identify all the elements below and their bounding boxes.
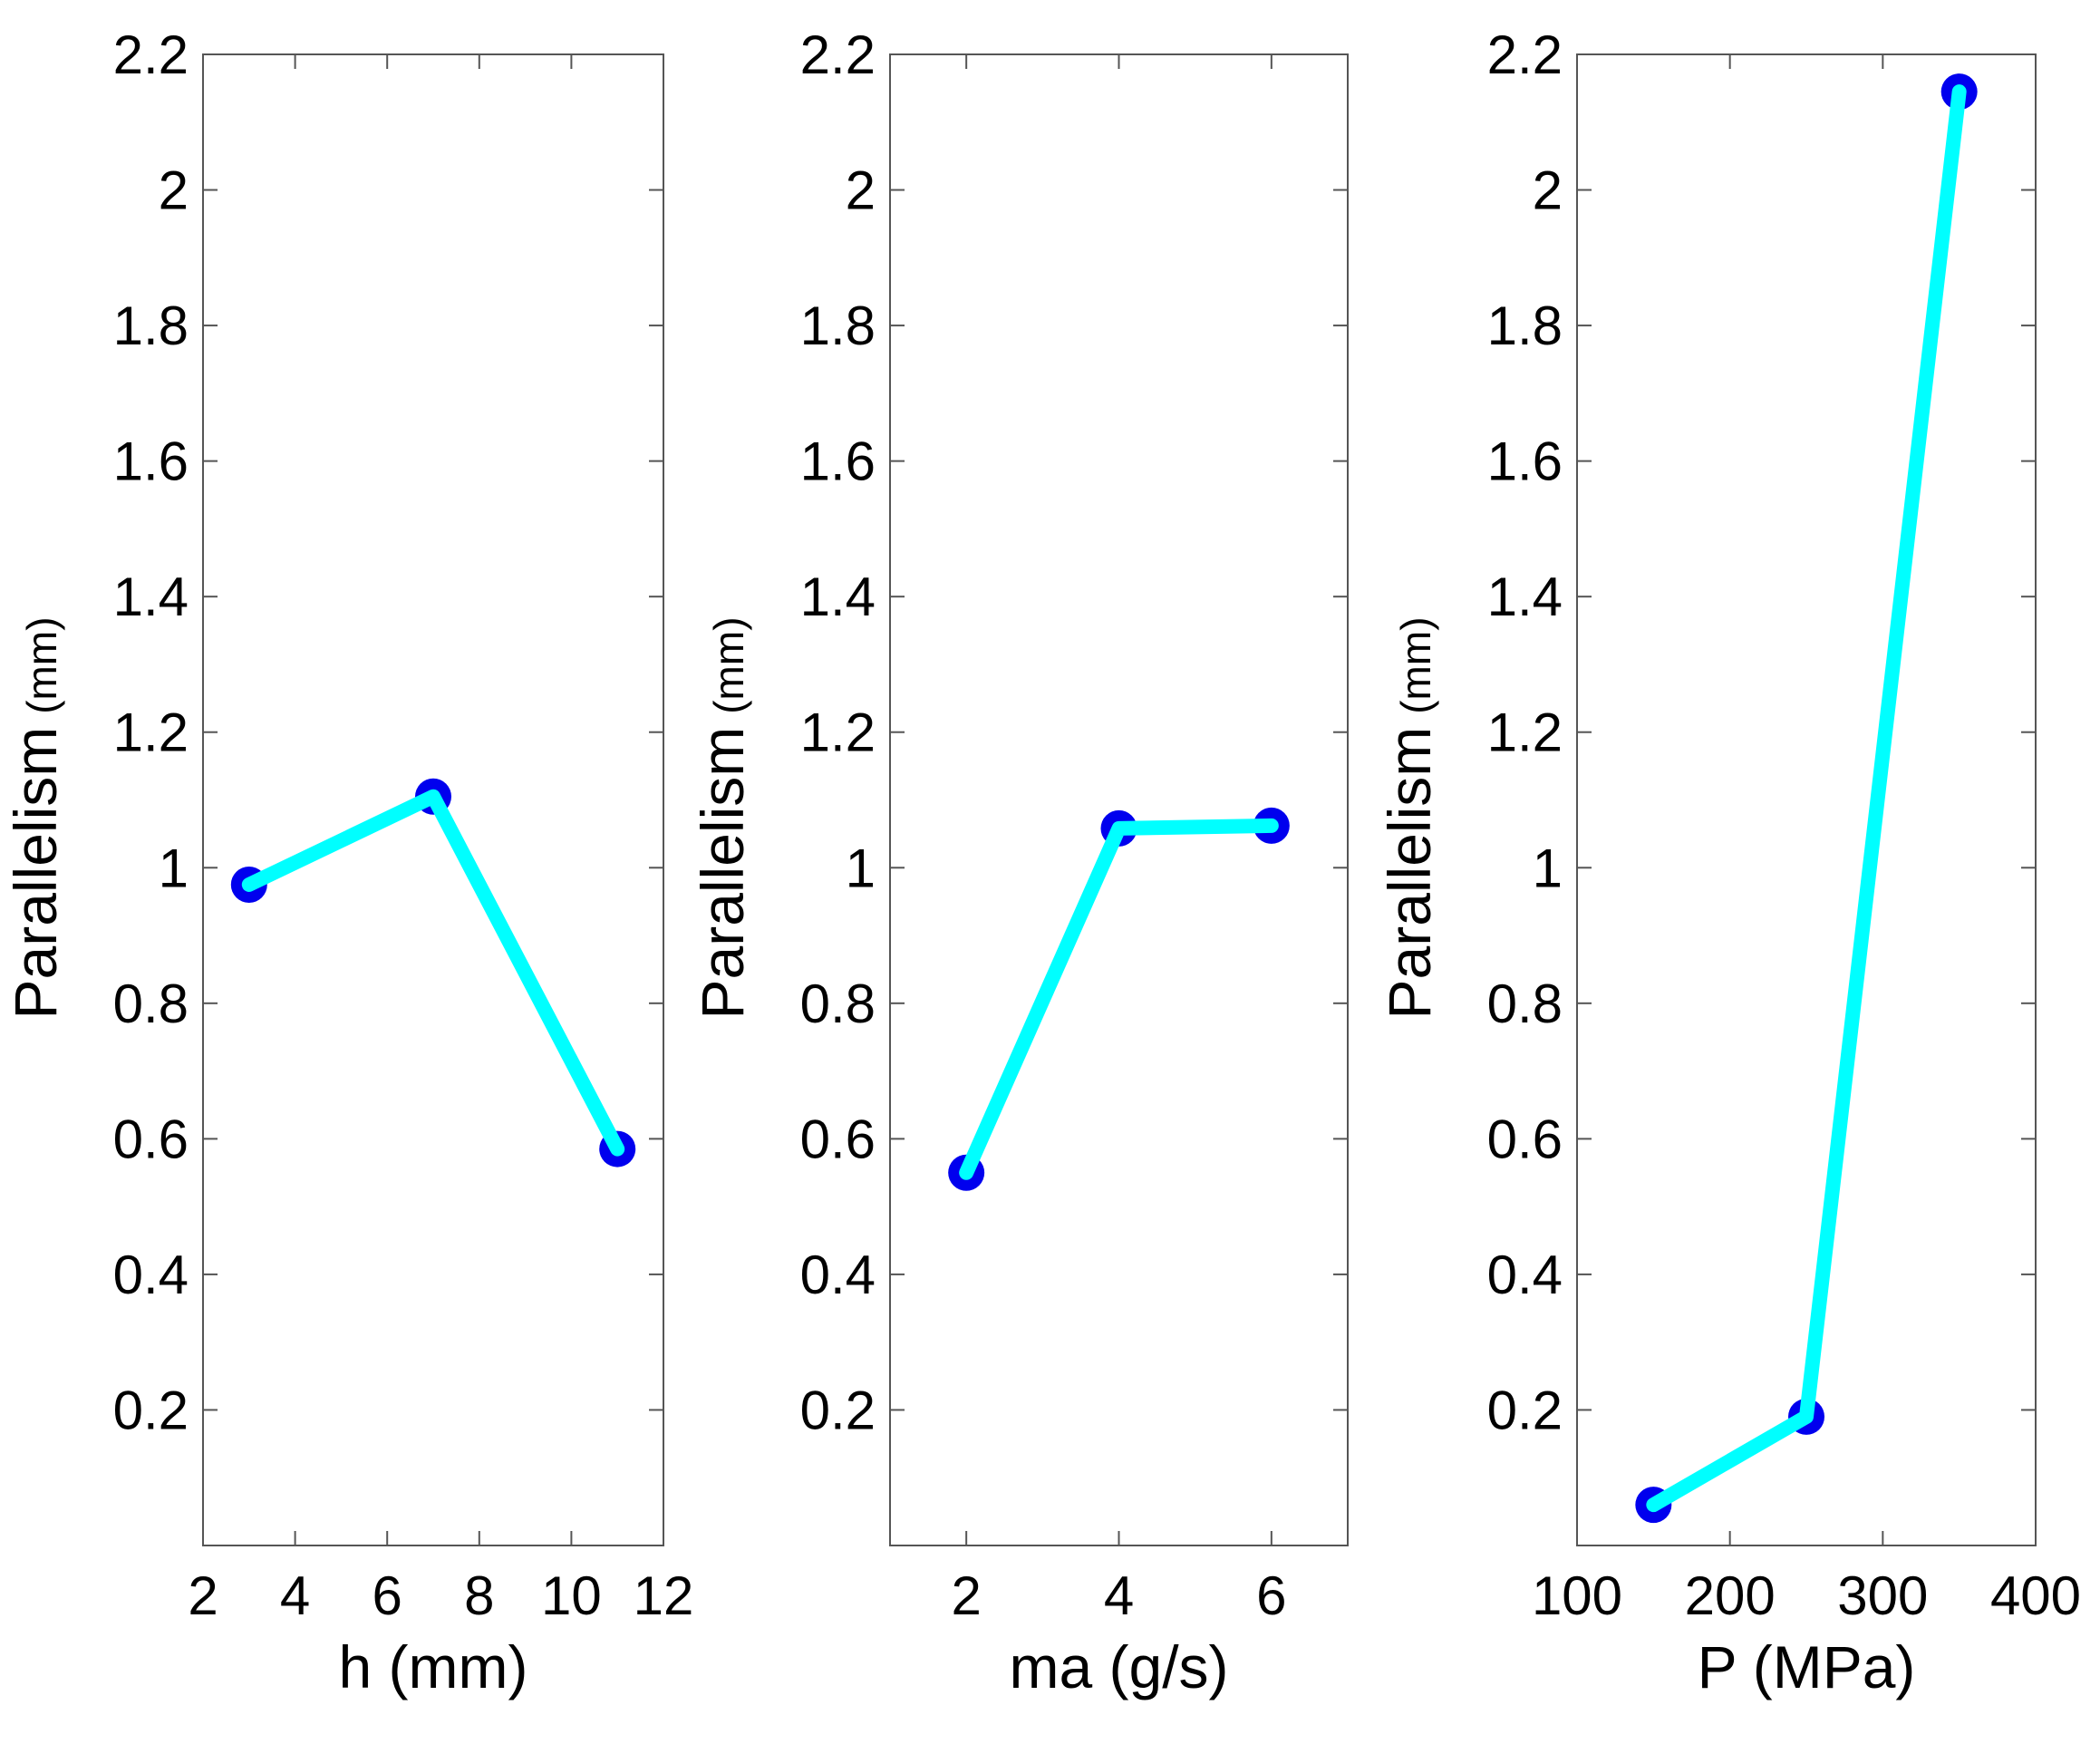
chart-panel-2: 0.2 0.4 0.6 0.8 1 1.2 1.4 1.6 1.8 2 2.2 2 4 6 ma (g/s)… <box>689 24 1349 1700</box>
y-tick-label: 2.2 <box>113 24 189 85</box>
y-tick-label: 0.4 <box>1487 1245 1563 1305</box>
y-tick-label: 0.2 <box>800 1380 876 1440</box>
y-tick-label: 1.8 <box>113 296 189 356</box>
y-tick-label: 0.8 <box>113 974 189 1034</box>
y-tick-label: 1.4 <box>1487 567 1563 627</box>
y-axis-label: Parallelism (mm) <box>689 616 756 1019</box>
x-tick-label: 4 <box>280 1565 310 1626</box>
y-tick-label: 1.8 <box>800 296 876 356</box>
plot-frame <box>1576 53 2037 1546</box>
y-axis-label-text: Parallelism <box>2 727 69 1020</box>
y-tick-label: 0.2 <box>1487 1380 1563 1440</box>
chart-panel-1: 0.2 0.4 0.6 0.8 1 1.2 1.4 1.6 1.8 2 2.2 2 4 6 8 10 12 h (… <box>2 24 693 1700</box>
x-tick-label: 2 <box>951 1565 981 1626</box>
x-tick-label: 12 <box>634 1565 694 1626</box>
y-tick-label: 2.2 <box>1487 24 1563 85</box>
y-axis-label-unit: (mm) <box>18 616 65 713</box>
y-tick-label: 1.4 <box>800 567 876 627</box>
y-tick-label: 0.6 <box>113 1109 189 1169</box>
y-tick-label: 1.2 <box>1487 702 1563 763</box>
x-tick-label: 100 <box>1532 1565 1622 1626</box>
y-tick-label: 2 <box>846 160 876 221</box>
y-tick-label: 2 <box>159 160 189 221</box>
y-tick-label: 1.4 <box>113 567 189 627</box>
x-tick-label: 400 <box>1990 1565 2081 1626</box>
y-tick-label: 1.8 <box>1487 296 1563 356</box>
y-axis-label-text: Parallelism <box>689 727 756 1020</box>
y-tick-label: 1.2 <box>113 702 189 763</box>
y-axis-label-unit: (mm) <box>705 616 752 713</box>
series-line <box>959 818 1279 1180</box>
series-line <box>241 789 625 1157</box>
x-axis-label: h (mm) <box>339 1633 528 1700</box>
plot-frame <box>202 53 664 1546</box>
y-tick-label: 0.6 <box>1487 1109 1563 1169</box>
x-axis-label: P (MPa) <box>1698 1633 1916 1700</box>
x-axis-label: ma (g/s) <box>1009 1633 1228 1700</box>
y-tick-label: 1.6 <box>1487 431 1563 492</box>
x-tick-label: 10 <box>541 1565 602 1626</box>
x-tick-label: 300 <box>1837 1565 1928 1626</box>
series-line <box>1646 84 1967 1513</box>
x-tick-label: 200 <box>1685 1565 1776 1626</box>
y-tick-label: 0.2 <box>113 1380 189 1440</box>
x-tick-label: 2 <box>188 1565 218 1626</box>
y-tick-label: 2.2 <box>800 24 876 85</box>
y-tick-label: 1 <box>159 838 189 898</box>
y-tick-label: 2 <box>1533 160 1563 221</box>
y-tick-label: 1 <box>1533 838 1563 898</box>
x-tick-label: 6 <box>1256 1565 1286 1626</box>
x-tick-label: 4 <box>1104 1565 1134 1626</box>
y-tick-label: 1.6 <box>113 431 189 492</box>
chart-panel-3: 0.2 0.4 0.6 0.8 1 1.2 1.4 1.6 1.8 2 2.2 100 200 300 40… <box>1376 24 2081 1700</box>
y-tick-label: 1.2 <box>800 702 876 763</box>
y-axis-label: Parallelism (mm) <box>1376 616 1443 1019</box>
y-tick-label: 0.4 <box>800 1245 876 1305</box>
plot-frame <box>889 53 1349 1546</box>
y-tick-label: 0.6 <box>800 1109 876 1169</box>
y-axis-label-unit: (mm) <box>1392 616 1439 713</box>
y-tick-label: 1.6 <box>800 431 876 492</box>
x-tick-label: 6 <box>373 1565 402 1626</box>
y-tick-label: 0.4 <box>113 1245 189 1305</box>
y-axis-label: Parallelism (mm) <box>2 616 69 1019</box>
y-tick-label: 0.8 <box>1487 974 1563 1034</box>
y-axis-label-text: Parallelism <box>1376 727 1443 1020</box>
x-tick-label: 8 <box>464 1565 494 1626</box>
y-tick-label: 1 <box>846 838 876 898</box>
y-tick-label: 0.8 <box>800 974 876 1034</box>
